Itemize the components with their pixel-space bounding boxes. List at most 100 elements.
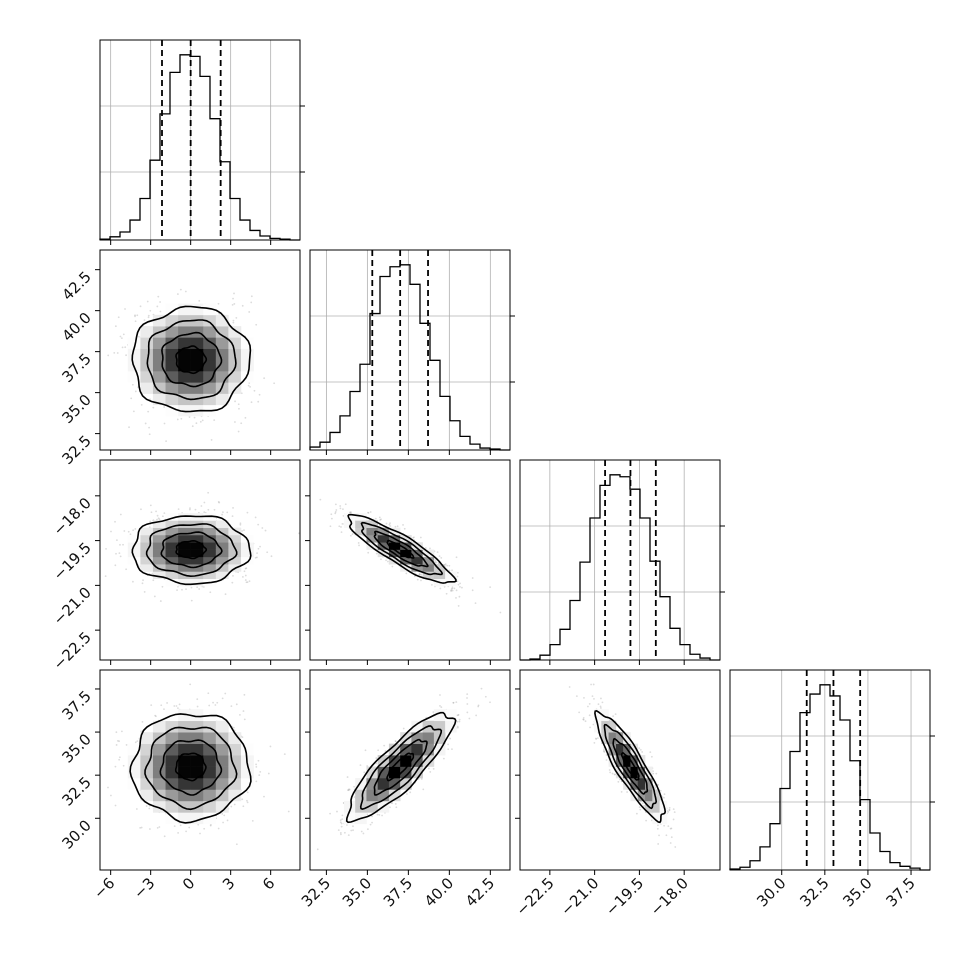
sample-point xyxy=(239,522,242,525)
sample-point xyxy=(330,517,333,520)
density-panel-1-2 xyxy=(96,249,301,455)
density-cell xyxy=(165,755,179,767)
density-cell xyxy=(178,371,191,383)
sample-point xyxy=(116,352,119,354)
sample-point xyxy=(250,401,253,404)
density-cell xyxy=(140,564,154,572)
sample-point xyxy=(413,536,415,539)
density-cell xyxy=(203,789,217,802)
sample-point xyxy=(366,765,369,767)
sample-point xyxy=(232,297,234,300)
sample-point xyxy=(160,704,163,707)
contour-line-0 xyxy=(174,752,207,782)
density-cell xyxy=(228,732,242,744)
sample-point xyxy=(96,401,98,403)
sample-point xyxy=(357,542,360,544)
density-cell xyxy=(240,371,254,383)
sample-point xyxy=(234,421,236,423)
sample-point xyxy=(245,581,248,584)
density-cell xyxy=(203,743,217,756)
sample-point xyxy=(115,552,117,555)
x-tick-label: 42.5 xyxy=(462,874,498,910)
sample-point xyxy=(389,806,391,809)
sample-point xyxy=(148,433,151,436)
sample-point xyxy=(140,508,142,511)
density-cell xyxy=(240,348,254,361)
sample-point xyxy=(253,389,256,392)
sample-point xyxy=(143,591,146,593)
sample-point xyxy=(118,740,121,743)
density-cell xyxy=(203,348,217,361)
density-cell xyxy=(140,743,154,756)
sample-point xyxy=(452,701,455,704)
sample-point xyxy=(177,832,180,834)
sample-point xyxy=(450,589,453,592)
contour-line-3 xyxy=(129,713,252,824)
sample-point xyxy=(375,552,378,555)
contour-line-3 xyxy=(347,513,457,584)
sample-point xyxy=(115,744,118,746)
density-cell xyxy=(178,520,191,528)
sample-point xyxy=(439,587,442,590)
density-cell xyxy=(203,371,217,383)
density-cell xyxy=(165,564,179,572)
sample-point xyxy=(199,832,201,835)
sample-point xyxy=(451,586,454,589)
sample-point xyxy=(140,730,143,733)
density-cell xyxy=(215,755,229,767)
density-cell xyxy=(178,812,191,825)
density-cell xyxy=(400,534,412,543)
sample-point xyxy=(406,793,408,795)
sample-point xyxy=(255,323,258,326)
density-cell xyxy=(400,549,412,558)
density-cell xyxy=(127,534,141,543)
sample-point xyxy=(348,788,350,791)
x-tick-label: 37.5 xyxy=(883,874,919,910)
density-cell xyxy=(178,578,191,587)
density-cell xyxy=(445,720,457,733)
sample-point xyxy=(248,311,251,313)
sample-point xyxy=(436,551,439,554)
density-cell xyxy=(411,564,423,572)
sample-point xyxy=(136,740,139,743)
density-cell xyxy=(203,812,217,825)
sample-point xyxy=(235,843,238,846)
sample-point xyxy=(246,511,249,514)
x-tick-label: 0 xyxy=(179,874,198,893)
sample-point xyxy=(434,559,437,561)
sample-point xyxy=(203,511,206,513)
sample-point xyxy=(447,748,450,751)
sample-point xyxy=(466,693,469,696)
sample-point xyxy=(150,704,153,707)
density-cell xyxy=(178,755,191,767)
density-cell xyxy=(422,549,435,558)
sample-point xyxy=(456,714,459,717)
density-cell xyxy=(152,800,166,813)
density-cell xyxy=(215,542,229,550)
sample-point xyxy=(366,828,369,831)
sample-point xyxy=(115,539,118,542)
sample-point xyxy=(107,786,109,789)
sample-point xyxy=(129,533,132,536)
density-cell xyxy=(165,513,179,521)
sample-point xyxy=(232,726,235,729)
sample-point xyxy=(440,556,443,559)
sample-point xyxy=(264,529,267,532)
sample-point xyxy=(340,825,343,828)
density-cell xyxy=(228,789,242,802)
density-cell xyxy=(190,556,204,565)
density-cell xyxy=(388,556,401,565)
sample-point xyxy=(412,536,414,539)
density-cell xyxy=(165,789,179,802)
sample-point xyxy=(424,547,427,549)
sample-point xyxy=(243,693,246,696)
sample-point xyxy=(255,780,258,783)
sample-point xyxy=(226,819,229,822)
sample-point xyxy=(396,525,399,528)
density-cell xyxy=(366,527,378,536)
sample-point xyxy=(125,744,128,746)
density-cell xyxy=(215,778,229,790)
density-cell xyxy=(215,571,229,580)
density-cell xyxy=(422,564,435,572)
sample-point xyxy=(149,309,152,312)
